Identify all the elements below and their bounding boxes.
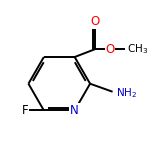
Text: O: O (105, 43, 115, 56)
Text: NH$_2$: NH$_2$ (116, 86, 137, 100)
Text: O: O (90, 15, 99, 28)
Text: F: F (22, 104, 29, 117)
Text: CH$_3$: CH$_3$ (127, 42, 148, 56)
Text: N: N (70, 104, 79, 117)
